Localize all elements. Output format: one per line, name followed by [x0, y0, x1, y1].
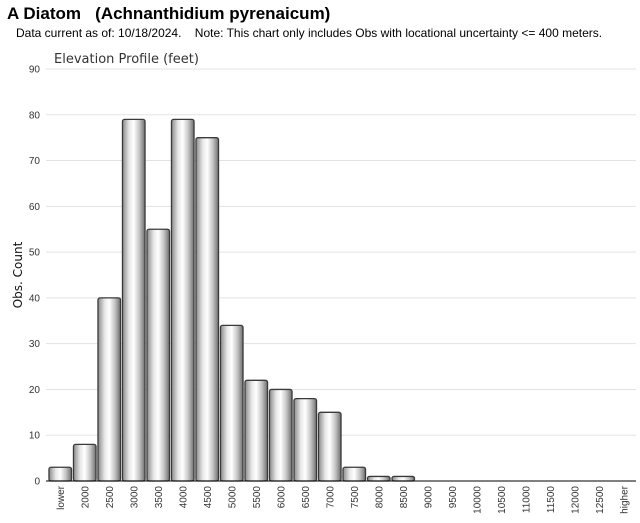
- x-tick-label: 8500: [399, 486, 410, 509]
- x-tick-label: 11000: [521, 486, 532, 514]
- x-tick-label: 4500: [203, 486, 214, 509]
- x-tick-label: 5000: [227, 486, 238, 509]
- x-tick-label: higher: [619, 485, 630, 513]
- bar: [268, 388, 293, 482]
- y-tick-label: 60: [29, 202, 41, 213]
- bar: [195, 137, 220, 482]
- y-tick-label: 40: [29, 293, 41, 304]
- y-tick-label: 80: [29, 110, 41, 121]
- x-tick-label: 6000: [276, 486, 287, 509]
- bar: [317, 411, 342, 482]
- x-tick-label: 9500: [448, 486, 459, 509]
- bar: [72, 443, 97, 482]
- x-tick-label: 12000: [570, 486, 581, 514]
- x-tick-label: 2000: [80, 486, 91, 509]
- y-axis-title: Obs. Count: [11, 241, 25, 308]
- x-tick-label: 10000: [472, 486, 483, 514]
- bar: [219, 324, 244, 482]
- data-note: Data current as of: 10/18/2024. Note: Th…: [16, 26, 603, 40]
- y-tick-label: 20: [29, 385, 41, 396]
- y-tick-label: 10: [29, 431, 41, 442]
- x-tick-label: 7500: [350, 486, 361, 509]
- x-tick-label: 5500: [252, 486, 263, 509]
- y-tick-label: 50: [29, 248, 41, 259]
- bar: [170, 118, 195, 482]
- x-tick-label: 3000: [129, 486, 140, 509]
- x-tick-label: lower: [56, 485, 67, 510]
- bar: [121, 118, 146, 482]
- x-tick-label: 8000: [374, 486, 385, 509]
- bar: [391, 475, 416, 482]
- bar: [97, 297, 122, 482]
- y-tick-label: 90: [29, 65, 41, 76]
- x-tick-label: 12500: [595, 486, 606, 514]
- x-tick-label: 10500: [497, 486, 508, 514]
- bar: [244, 379, 269, 482]
- x-tick-label: 4000: [178, 486, 189, 509]
- bar: [293, 397, 318, 482]
- x-tick-label: 11500: [546, 486, 557, 514]
- chart-title: Elevation Profile (feet): [54, 52, 199, 67]
- bar: [48, 466, 73, 482]
- x-tick-label: 2500: [105, 486, 116, 509]
- x-tick-label: 6500: [301, 486, 312, 509]
- x-tick-label: 9000: [423, 486, 434, 509]
- x-tick-label: 7000: [325, 486, 336, 509]
- y-tick-label: 70: [29, 156, 41, 167]
- x-tick-label: 3500: [154, 486, 165, 509]
- bar: [342, 466, 367, 482]
- page-title: A Diatom (Achnanthidium pyrenaicum): [7, 4, 331, 23]
- y-tick-label: 0: [34, 477, 40, 488]
- bar: [366, 475, 391, 482]
- bar: [146, 228, 171, 482]
- y-tick-label: 30: [29, 339, 41, 350]
